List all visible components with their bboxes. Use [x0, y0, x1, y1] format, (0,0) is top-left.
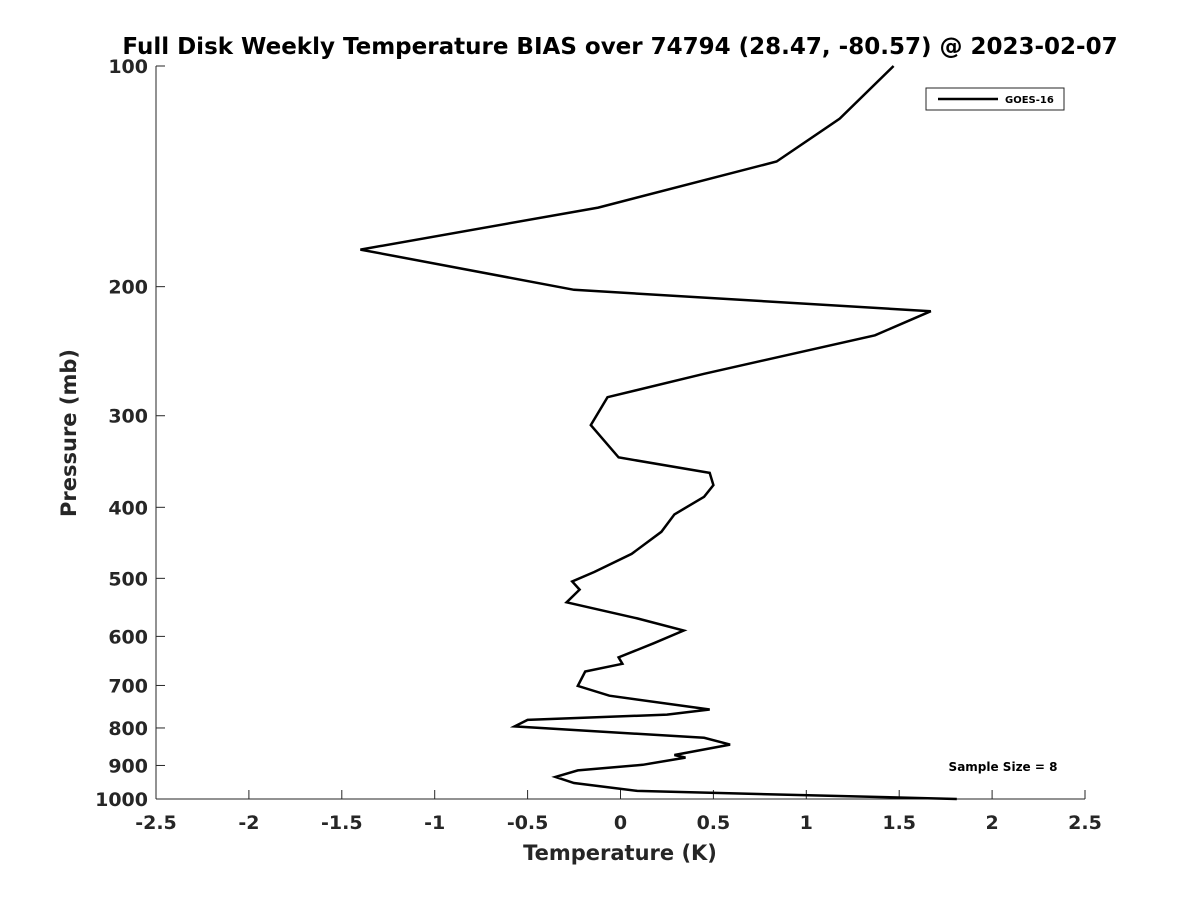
chart-title: Full Disk Weekly Temperature BIAS over 7…: [122, 34, 1117, 60]
y-tick-label: 700: [108, 675, 148, 697]
x-tick-label: 0: [614, 812, 627, 834]
x-ticks: -2.5 -2 -1.5 -1 -0.5 0 0.5 1 1.5 2 2.5: [135, 790, 1102, 834]
sample-size-annotation: Sample Size = 8: [949, 760, 1058, 774]
y-tick-label: 400: [108, 497, 148, 519]
axes: [155, 66, 1085, 800]
x-tick-label: 0.5: [697, 812, 731, 834]
x-tick-label: 2: [985, 812, 998, 834]
y-tick-label: 100: [108, 56, 148, 78]
x-tick-label: -1: [424, 812, 445, 834]
y-ticks: 100 200 300 400 500 600 700 800 900 1000: [95, 56, 165, 811]
y-tick-label: 600: [108, 626, 148, 648]
y-tick-label: 1000: [95, 789, 148, 811]
y-tick-label: 900: [108, 755, 148, 777]
series-layer: [360, 65, 957, 801]
x-tick-label: -2: [238, 812, 259, 834]
x-tick-label: 1.5: [882, 812, 916, 834]
legend-label-goes-16: GOES-16: [1005, 95, 1054, 106]
y-axis-label: Pressure (mb): [57, 349, 81, 517]
x-tick-label: 2.5: [1068, 812, 1102, 834]
x-tick-label: -1.5: [321, 812, 363, 834]
y-tick-label: 200: [108, 277, 148, 299]
x-tick-label: -2.5: [135, 812, 177, 834]
x-tick-label: -0.5: [507, 812, 549, 834]
x-axis-label: Temperature (K): [523, 841, 717, 865]
y-tick-label: 300: [108, 406, 148, 428]
series-line-goes-16: [360, 65, 957, 801]
y-tick-label: 500: [108, 568, 148, 590]
y-tick-label: 800: [108, 718, 148, 740]
legend: GOES-16: [925, 87, 1065, 111]
x-tick-label: 1: [800, 812, 813, 834]
